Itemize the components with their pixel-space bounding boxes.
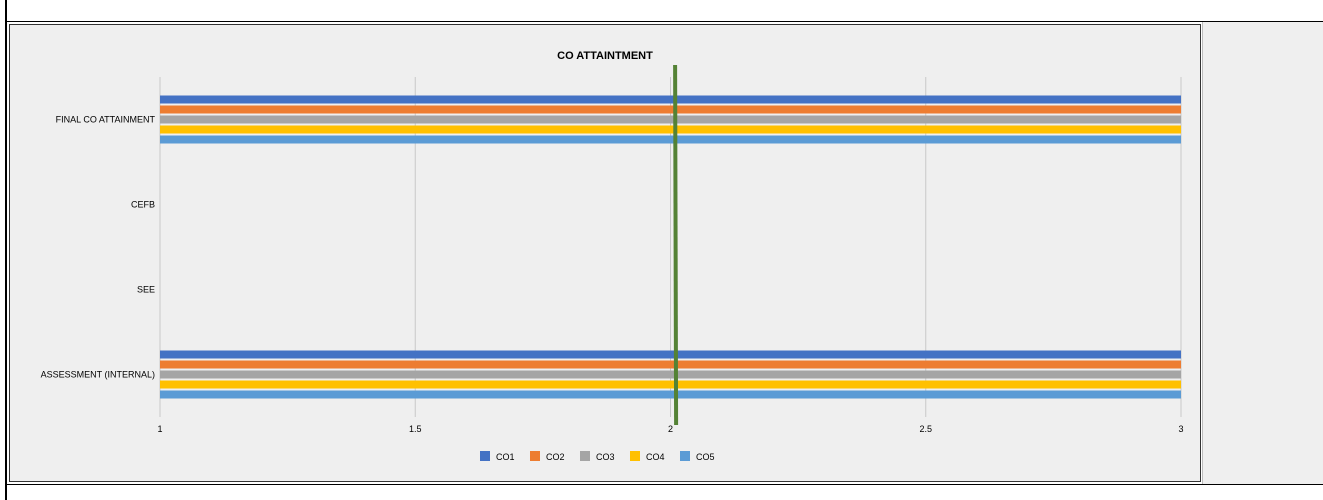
reference-line	[673, 64, 679, 426]
bar-co1[interactable]	[160, 350, 1181, 359]
bar-co5[interactable]	[160, 390, 1181, 399]
sheet-grid-line	[5, 21, 1323, 22]
bar-co4[interactable]	[160, 125, 1181, 134]
legend-swatch-co5	[680, 451, 690, 461]
bar-co5[interactable]	[160, 135, 1181, 144]
bar-co2[interactable]	[160, 360, 1181, 369]
x-tick-label: 1	[157, 424, 162, 434]
legend-swatch-co3	[580, 451, 590, 461]
x-tick-label: 1.5	[409, 424, 422, 434]
bar-co1[interactable]	[160, 95, 1181, 104]
sheet-cell[interactable]	[1202, 22, 1323, 484]
legend-label: CO5	[696, 452, 715, 462]
bar-co3[interactable]	[160, 115, 1181, 124]
y-category-label: CEFB	[131, 200, 155, 210]
legend-label: CO3	[596, 452, 615, 462]
chart-title: CO ATTAINTMENT	[557, 50, 653, 62]
chart-container[interactable]: CO ATTAINTMENT ASSESSMENT (INTERNAL) SEE C…	[9, 24, 1201, 482]
y-category-label: ASSESSMENT (INTERNAL)	[41, 370, 155, 380]
legend-label: CO4	[646, 452, 665, 462]
bar-co4[interactable]	[160, 380, 1181, 389]
sheet-grid-line	[5, 484, 1323, 485]
bar-co2[interactable]	[160, 105, 1181, 114]
legend-swatch-co4	[630, 451, 640, 461]
x-tick-label: 3	[1178, 424, 1183, 434]
bar-co3[interactable]	[160, 370, 1181, 379]
y-category-label: SEE	[137, 285, 155, 295]
legend-label: CO1	[496, 452, 515, 462]
bar-chart: CO ATTAINTMENT ASSESSMENT (INTERNAL) SEE C…	[41, 50, 1184, 462]
x-tick-label: 2.5	[919, 424, 932, 434]
legend-swatch-co1	[480, 451, 490, 461]
y-category-label: FINAL CO ATTAINMENT	[56, 115, 156, 125]
sheet-grid-line	[5, 0, 7, 500]
legend-label: CO2	[546, 452, 565, 462]
legend-swatch-co2	[530, 451, 540, 461]
x-tick-label: 2	[668, 424, 673, 434]
